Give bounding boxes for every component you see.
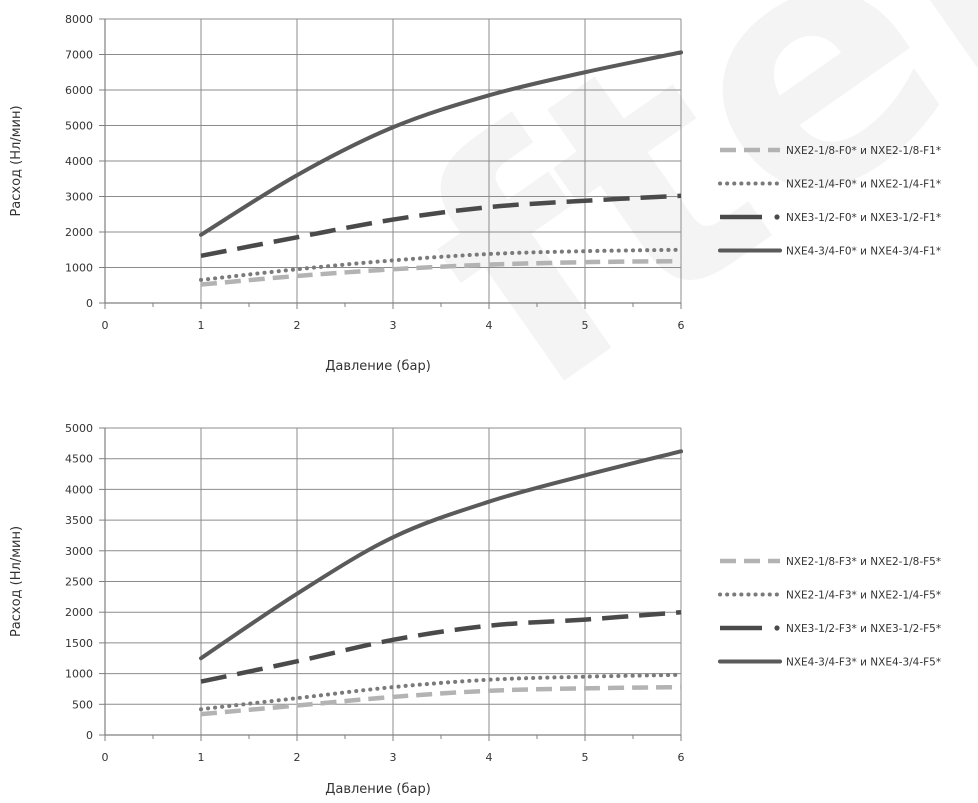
series-line-3 bbox=[200, 609, 682, 684]
y-tick-label: 2500 bbox=[65, 576, 93, 589]
legend-label: NXE3-1/2-F0* и NXE3-1/2-F1* bbox=[786, 212, 941, 224]
x-tick-label: 3 bbox=[390, 751, 397, 764]
legend-label: NXE4-3/4-F0* и NXE4-3/4-F1* bbox=[786, 246, 941, 258]
x-tick-label: 1 bbox=[198, 751, 205, 764]
legend-label: NXE4-3/4-F3* и NXE4-3/4-F5* bbox=[786, 657, 941, 669]
y-axis-title: Расход (Нл/мин) bbox=[9, 526, 24, 637]
x-tick-label: 2 bbox=[294, 751, 301, 764]
y-tick-label: 1500 bbox=[65, 637, 93, 650]
series-line-4 bbox=[199, 449, 683, 661]
legend-label: NXE2-1/8-F0* и NXE2-1/8-F1* bbox=[786, 145, 941, 157]
y-tick-label: 2000 bbox=[65, 226, 93, 239]
x-tick-label: 0 bbox=[102, 319, 109, 332]
y-tick-label: 5000 bbox=[65, 120, 93, 133]
y-tick-label: 4500 bbox=[65, 453, 93, 466]
x-tick-label: 3 bbox=[390, 319, 397, 332]
series-line-1 bbox=[200, 258, 682, 287]
x-axis-title: Давление (бар) bbox=[325, 782, 431, 797]
legend-item-1: NXE2-1/8-F3* и NXE2-1/8-F5* bbox=[720, 556, 941, 568]
legend-item-1: NXE2-1/8-F0* и NXE2-1/8-F1* bbox=[720, 145, 941, 157]
series-line-2 bbox=[199, 672, 683, 712]
x-tick-label: 4 bbox=[486, 751, 493, 764]
y-tick-label: 3000 bbox=[65, 191, 93, 204]
x-tick-label: 0 bbox=[102, 751, 109, 764]
legend-label: NXE3-1/2-F3* и NXE3-1/2-F5* bbox=[786, 623, 941, 635]
y-tick-label: 3000 bbox=[65, 545, 93, 558]
legend-swatch-dot bbox=[774, 214, 780, 220]
y-tick-label: 0 bbox=[86, 729, 93, 742]
legend-label: NXE2-1/8-F3* и NXE2-1/8-F5* bbox=[786, 556, 941, 568]
legend-item-4: NXE4-3/4-F0* и NXE4-3/4-F1* bbox=[718, 246, 941, 258]
y-tick-label: 4000 bbox=[65, 483, 93, 496]
y-tick-label: 5000 bbox=[65, 422, 93, 435]
legend-swatch-dot bbox=[774, 625, 780, 631]
legend-label: NXE2-1/4-F3* и NXE2-1/4-F5* bbox=[786, 590, 941, 602]
y-tick-label: 6000 bbox=[65, 84, 93, 97]
y-tick-label: 500 bbox=[72, 698, 93, 711]
x-axis-title: Давление (бар) bbox=[325, 359, 431, 374]
legend-item-3: NXE3-1/2-F3* и NXE3-1/2-F5* bbox=[720, 623, 941, 635]
x-tick-label: 4 bbox=[486, 319, 493, 332]
y-tick-label: 7000 bbox=[65, 49, 93, 62]
y-tick-label: 3500 bbox=[65, 514, 93, 527]
x-tick-label: 6 bbox=[678, 751, 685, 764]
y-tick-label: 2000 bbox=[65, 606, 93, 619]
series-line-4 bbox=[199, 50, 683, 237]
y-tick-label: 8000 bbox=[65, 13, 93, 26]
legend-item-4: NXE4-3/4-F3* и NXE4-3/4-F5* bbox=[718, 657, 941, 669]
y-tick-label: 4000 bbox=[65, 155, 93, 168]
x-tick-label: 2 bbox=[294, 319, 301, 332]
legend-item-2: NXE2-1/4-F0* и NXE2-1/4-F1* bbox=[718, 179, 941, 191]
chart-1: 0 1000 2000 3000 4000 5000 6000 7000 8000 0 1 2 3 4 5 6… bbox=[9, 13, 941, 374]
y-tick-label: 0 bbox=[86, 297, 93, 310]
series-line-1 bbox=[200, 684, 682, 717]
chart-2: 0 500 1000 1500 2000 2500 3000 3500 4000 4500 5000… bbox=[9, 422, 941, 797]
legend-label: NXE2-1/4-F0* и NXE2-1/4-F1* bbox=[786, 179, 941, 191]
series-line-2 bbox=[199, 247, 683, 282]
legend-item-3: NXE3-1/2-F0* и NXE3-1/2-F1* bbox=[720, 212, 941, 224]
x-tick-label: 6 bbox=[678, 319, 685, 332]
legend-item-2: NXE2-1/4-F3* и NXE2-1/4-F5* bbox=[718, 590, 941, 602]
series-line-3 bbox=[200, 193, 682, 258]
x-tick-label: 1 bbox=[198, 319, 205, 332]
y-tick-label: 1000 bbox=[65, 262, 93, 275]
x-tick-label: 5 bbox=[582, 751, 589, 764]
y-tick-label: 1000 bbox=[65, 668, 93, 681]
y-axis-title: Расход (Нл/мин) bbox=[9, 105, 24, 216]
x-tick-label: 5 bbox=[582, 319, 589, 332]
